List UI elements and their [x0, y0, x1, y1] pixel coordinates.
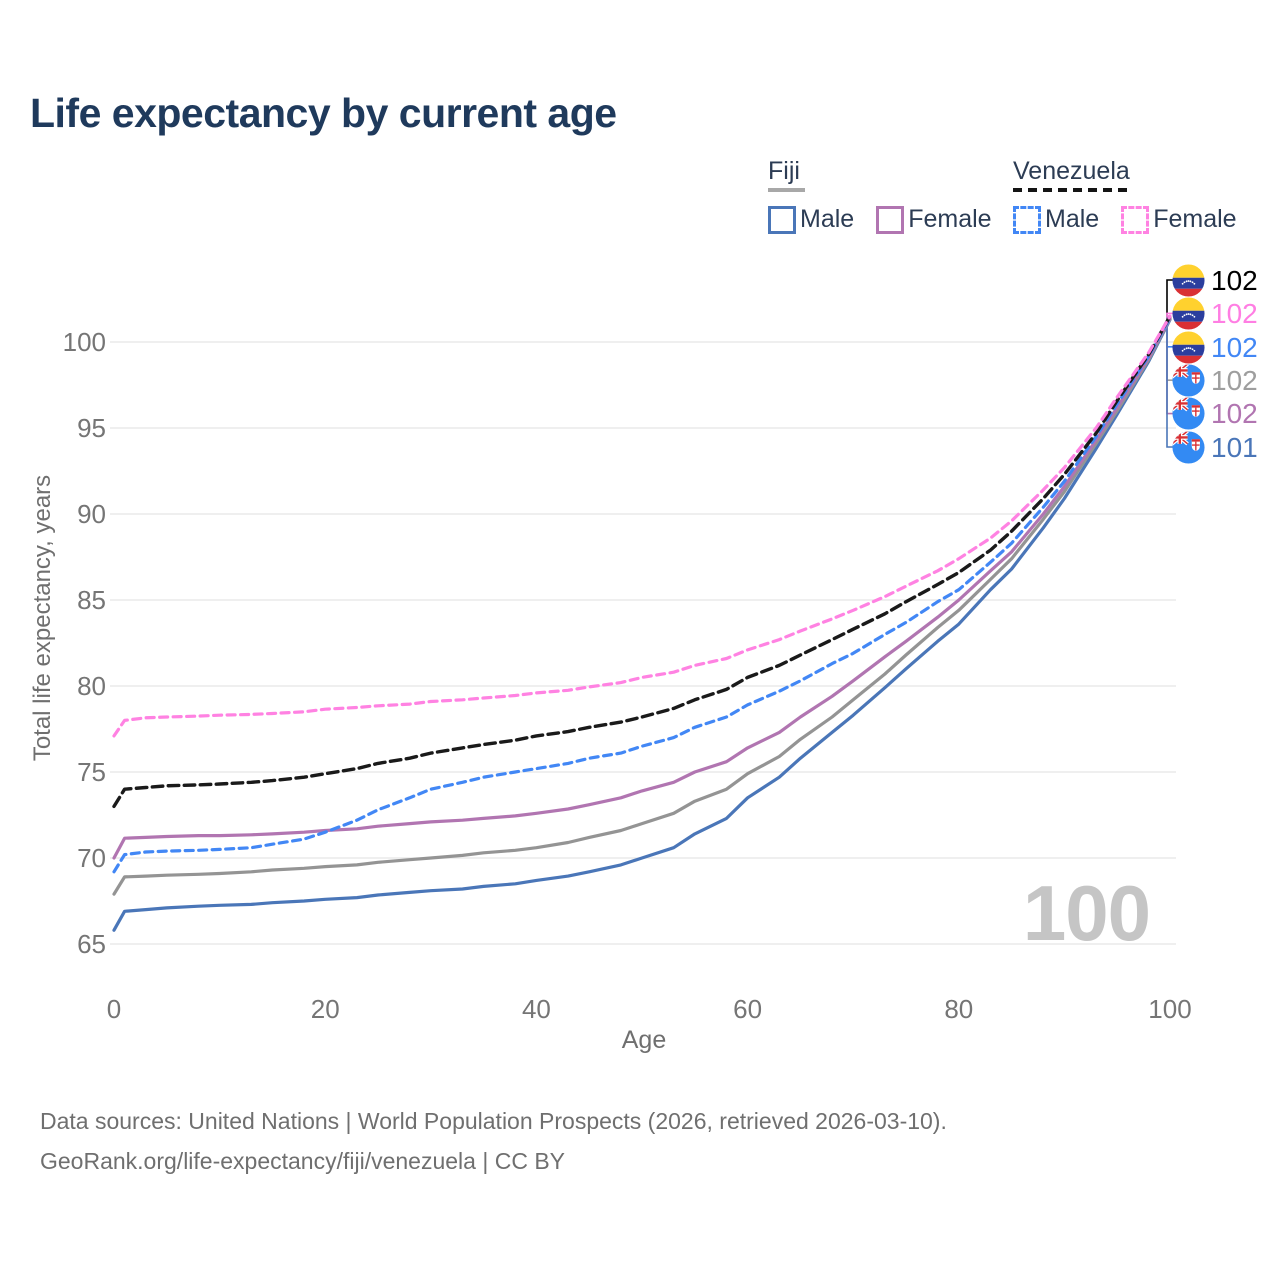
end-value: 102: [1211, 364, 1258, 396]
x-tick-label: 60: [733, 994, 762, 1024]
legend-label-fiji-male[interactable]: Male: [800, 205, 855, 233]
y-tick-label: 65: [77, 929, 106, 959]
data-sources-note: Data sources: United Nations | World Pop…: [40, 1108, 947, 1134]
x-tick-label: 80: [944, 994, 973, 1024]
venezuela-flag-icon: [1172, 331, 1205, 364]
fiji-solid-line-sample: [768, 188, 805, 192]
fiji-female-swatch[interactable]: [876, 205, 905, 234]
legend-label-venezuela-male[interactable]: Male: [1045, 205, 1100, 233]
end-value: 102: [1211, 397, 1258, 429]
end-label-fiji-female: 102: [1172, 396, 1258, 430]
x-tick-label: 40: [522, 994, 551, 1024]
y-tick-label: 85: [77, 585, 106, 615]
end-value: 102: [1211, 331, 1258, 363]
y-tick-label: 90: [77, 499, 106, 529]
y-tick-label: 75: [77, 757, 106, 787]
fiji-flag-icon: [1172, 364, 1205, 397]
series-fiji_female: [112, 316, 1172, 860]
end-label-fiji-male: 101: [1172, 430, 1258, 464]
attribution-note: GeoRank.org/life-expectancy/fiji/venezue…: [40, 1148, 566, 1174]
series-fiji_total: [112, 317, 1172, 896]
series-ven_male: [112, 316, 1172, 874]
series-ven_female: [112, 314, 1172, 738]
legend-group-fiji: Fiji Male Female: [768, 158, 992, 234]
end-label-venezuela-total: 102: [1172, 263, 1258, 297]
page-title: Life expectancy by current age: [30, 90, 617, 136]
x-axis-title: Age: [621, 1026, 667, 1054]
end-label-fiji-total: 102: [1172, 363, 1258, 397]
end-label-venezuela-male: 102: [1172, 330, 1258, 364]
legend-label-venezuela-female[interactable]: Female: [1153, 205, 1237, 233]
venezuela-dashed-line-sample: [1013, 188, 1130, 192]
legend-group-venezuela: Venezuela Male Female: [1013, 158, 1237, 234]
legend-title-venezuela: Venezuela: [1013, 157, 1130, 185]
x-tick-label: 100: [1148, 994, 1191, 1024]
end-label-venezuela-female: 102: [1172, 296, 1258, 330]
x-tick-label: 20: [311, 994, 340, 1024]
legend-title-fiji: Fiji: [768, 157, 800, 185]
series-fiji_male: [112, 318, 1172, 932]
fiji-male-swatch[interactable]: [768, 205, 796, 234]
y-tick-label: 70: [77, 843, 106, 873]
venezuela-flag-icon: [1172, 297, 1205, 330]
y-axis-title: Total life expectancy, years: [29, 474, 56, 762]
venezuela-male-swatch[interactable]: [1013, 205, 1041, 234]
fiji-flag-icon: [1172, 431, 1205, 464]
y-tick-label: 80: [77, 671, 106, 701]
age-counter: 100: [1022, 869, 1151, 957]
venezuela-flag-icon: [1172, 264, 1205, 297]
y-tick-label: 95: [77, 413, 106, 443]
fiji-flag-icon: [1172, 397, 1205, 430]
legend-label-fiji-female[interactable]: Female: [908, 205, 992, 233]
end-value: 102: [1211, 264, 1258, 296]
series-ven_total: [112, 314, 1172, 809]
venezuela-female-swatch[interactable]: [1121, 205, 1150, 234]
end-value: 101: [1211, 431, 1258, 463]
y-tick-label: 100: [63, 327, 106, 357]
x-tick-label: 0: [107, 994, 121, 1024]
end-value: 102: [1211, 297, 1258, 329]
